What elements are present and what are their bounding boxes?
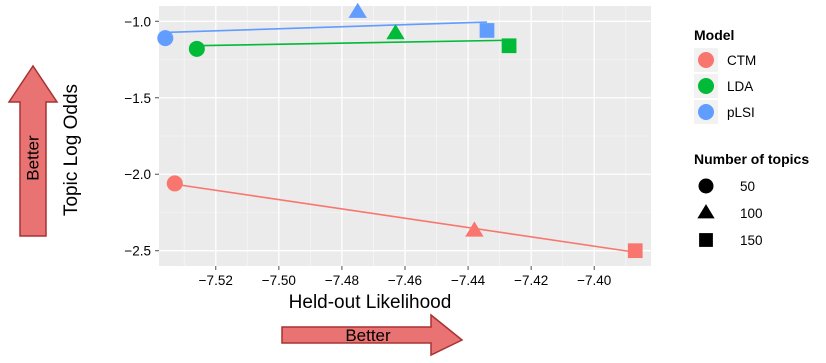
better-arrow-horizontal: Better (281, 313, 464, 357)
arrow-right-shape (281, 313, 464, 357)
x-tick-label: −7.48 (325, 273, 359, 288)
y-tick-label: −1.5 (124, 91, 151, 106)
legend-label-topics-50: 50 (740, 179, 755, 194)
trend-line-ctm (174, 183, 636, 254)
point-plsi-50 (157, 30, 174, 47)
trend-lines (165, 21, 636, 254)
legend-label-plsi: pLSI (727, 105, 755, 120)
better-label-vertical: Better (24, 135, 43, 181)
point-ctm-150 (627, 243, 643, 259)
x-tick-label: −7.50 (262, 273, 296, 288)
legend-label-lda: LDA (727, 79, 753, 94)
better-label-horizontal: Better (345, 326, 391, 345)
legend-shape-circle (698, 178, 714, 194)
y-tick-label: −2.0 (124, 167, 151, 182)
x-tick-label: −7.52 (199, 273, 233, 288)
point-lda-50 (188, 40, 205, 57)
x-tick-label: −7.44 (451, 273, 486, 288)
point-plsi-150 (479, 23, 495, 38)
arrow-up-shape (7, 64, 59, 237)
legend-label-topics-100: 100 (740, 206, 763, 221)
x-tick-label: −7.40 (577, 273, 611, 288)
trend-line-plsi (165, 21, 488, 34)
legend-swatch-lda (698, 78, 714, 94)
legend-swatch-ctm (698, 52, 714, 68)
legend-label-ctm: CTM (727, 53, 756, 68)
legend-topics-title: Number of topics (694, 151, 809, 167)
legend-shape-square (699, 233, 713, 247)
better-arrow-vertical: Better (7, 64, 59, 237)
x-tick-label: −7.46 (388, 273, 422, 288)
point-lda-150 (501, 38, 517, 54)
legend-topics: Number of topics 50 100 150 (694, 151, 809, 248)
point-ctm-100 (465, 221, 484, 237)
legend-shape-triangle (697, 204, 715, 219)
data-points (157, 2, 643, 259)
legend-model-title: Model (694, 27, 734, 43)
point-lda-100 (386, 24, 405, 40)
x-axis-ticks: −7.52 −7.50 −7.48 −7.46 −7.44 −7.42 −7.40 (199, 266, 611, 288)
grid-lines (159, 6, 651, 266)
point-ctm-50 (166, 175, 183, 192)
x-axis-label: Held-out Likelihood (289, 292, 452, 313)
point-plsi-100 (348, 2, 367, 18)
legend-model: Model CTM LDA pLSI (694, 27, 756, 124)
y-axis-label: Topic Log Odds (61, 84, 82, 216)
trend-line-lda (196, 39, 510, 47)
x-tick-label: −7.42 (514, 273, 548, 288)
y-tick-label: −2.5 (124, 244, 151, 259)
legend-label-topics-150: 150 (740, 233, 763, 248)
y-tick-label: −1.0 (124, 14, 151, 29)
legend-swatch-plsi (698, 104, 714, 120)
y-axis-ticks: −1.0 −1.5 −2.0 −2.5 (124, 14, 159, 259)
